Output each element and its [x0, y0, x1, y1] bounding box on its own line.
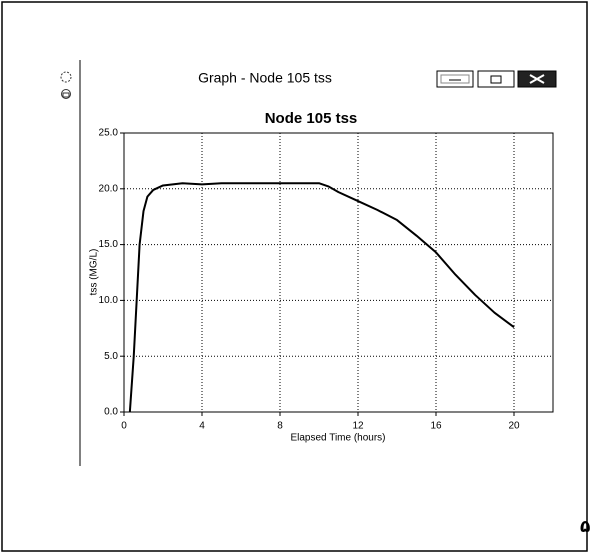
- window-title: Graph - Node 105 tss: [198, 70, 332, 86]
- window-icons: [60, 71, 72, 99]
- chart-title: Node 105 tss: [265, 110, 358, 127]
- x-tick-label: 8: [277, 421, 283, 432]
- data-line: [128, 182, 515, 413]
- window-buttons[interactable]: [436, 70, 557, 88]
- plot-frame: [123, 132, 554, 413]
- plot: 0.0 5.0 10.0 15.0 20.0 25.0 0 4 8 12 16 20: [99, 128, 554, 432]
- y-tick-label: 5.0: [104, 351, 118, 362]
- caption: شکل(۵): کاهش غلظت جامدات معلق در سناریو …: [580, 517, 590, 537]
- x-tick-label: 0: [121, 421, 127, 432]
- y-tick-label: 10.0: [99, 295, 119, 306]
- x-axis-label: Elapsed Time (hours): [290, 433, 385, 444]
- x-tick-label: 20: [508, 421, 520, 432]
- y-tick-label: 0.0: [104, 407, 118, 418]
- y-tick-label: 15.0: [99, 239, 119, 250]
- x-tick-label: 16: [430, 421, 442, 432]
- x-tick-label: 4: [199, 421, 205, 432]
- y-tick-label: 20.0: [99, 183, 119, 194]
- y-tick-label: 25.0: [99, 128, 119, 139]
- y-axis-label: tss (MG/L): [89, 249, 100, 296]
- x-tick-label: 12: [352, 421, 364, 432]
